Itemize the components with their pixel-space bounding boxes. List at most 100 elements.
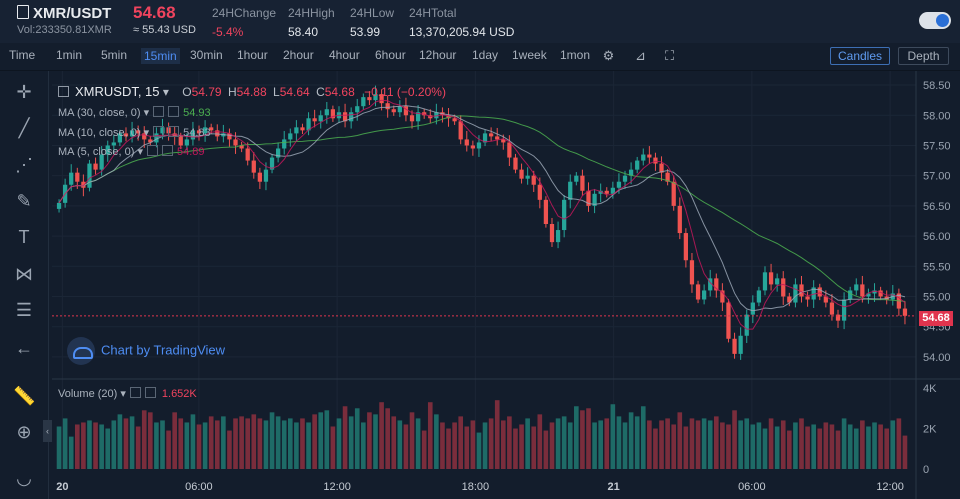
- volume-tick: 0: [923, 464, 929, 476]
- volume-bar: [805, 426, 810, 469]
- pattern-icon[interactable]: ⋈: [15, 264, 33, 284]
- volume-bar: [713, 416, 719, 469]
- volume-bar: [689, 418, 695, 469]
- candle-body: [841, 299, 847, 321]
- interval-2hour[interactable]: 2hour: [283, 48, 314, 62]
- price-tick: 54.00: [923, 352, 951, 364]
- magnet-icon[interactable]: ◡: [16, 468, 32, 488]
- volume-bar: [860, 420, 865, 469]
- candle-body: [787, 296, 792, 303]
- zoom-icon[interactable]: ⊕: [16, 422, 32, 442]
- candle-body: [196, 130, 202, 134]
- ma5-legend[interactable]: MA (5, close, 0) ▾ 54.89: [58, 145, 205, 158]
- interval-12hour[interactable]: 12hour: [419, 48, 457, 62]
- candle-body: [349, 112, 354, 122]
- interval-6hour[interactable]: 6hour: [375, 48, 406, 62]
- candle-body: [379, 94, 384, 104]
- volume-bar: [744, 418, 750, 469]
- candle-body: [154, 133, 159, 143]
- settings-icon[interactable]: ⚙: [602, 48, 615, 63]
- interval-30min[interactable]: 30min: [190, 48, 223, 62]
- candle-body: [793, 284, 798, 303]
- brush-icon[interactable]: ✎: [16, 191, 32, 211]
- candle-body: [902, 308, 908, 316]
- indicator-icon[interactable]: ⊿: [635, 48, 646, 63]
- price-tick: 56.00: [923, 231, 951, 243]
- volume-bar: [567, 422, 573, 469]
- volume-bar: [294, 422, 299, 469]
- fullscreen-icon[interactable]: ⛶: [664, 48, 675, 63]
- interval-1day[interactable]: 1day: [472, 48, 499, 62]
- candle-body: [738, 335, 743, 354]
- volume-bar: [196, 424, 202, 469]
- legend-menu-icon[interactable]: [58, 86, 69, 97]
- stat-key: 24HChange: [212, 6, 277, 20]
- volume-bar: [385, 408, 390, 469]
- candle-body: [635, 160, 640, 170]
- volume-bar: [166, 430, 171, 469]
- eye-icon[interactable]: [153, 126, 165, 137]
- ma-line: [58, 99, 906, 330]
- high-label: H: [227, 85, 237, 99]
- candle-body: [525, 175, 530, 179]
- high-value: 54.88: [236, 85, 267, 99]
- interval-1hour[interactable]: 1hour: [237, 48, 268, 62]
- ruler-icon[interactable]: 📏: [13, 386, 36, 406]
- candle-body: [129, 130, 135, 137]
- candles-button[interactable]: Candles: [830, 47, 890, 65]
- document-icon: [17, 5, 29, 19]
- interval-1mon[interactable]: 1mon: [560, 48, 591, 62]
- fib-icon[interactable]: ☰: [15, 300, 33, 320]
- volume-bar: [257, 418, 263, 469]
- candle-body: [446, 115, 451, 119]
- candle-body: [574, 175, 579, 182]
- depth-button[interactable]: Depth: [898, 47, 949, 65]
- settings-icon[interactable]: [168, 106, 180, 117]
- interval-1min[interactable]: 1min: [56, 48, 83, 62]
- trend-line-icon[interactable]: ╱: [18, 118, 30, 138]
- dropdown-icon[interactable]: ▾: [159, 85, 169, 99]
- ma10-legend[interactable]: MA (10, close, 0) ▾ 54.83: [58, 126, 211, 139]
- stat-total: 24HTotal 13,370,205.94 USD: [409, 6, 514, 39]
- volume-bar: [318, 412, 324, 469]
- settings-icon[interactable]: [168, 126, 180, 137]
- chart-legend: XMRUSDT, 15 ▾ O54.79 H54.88 L54.64 C54.6…: [58, 84, 446, 99]
- pitchfork-icon[interactable]: ⋰: [15, 155, 33, 175]
- candle-body: [355, 106, 360, 113]
- collapse-toolbar-button[interactable]: ‹: [43, 420, 52, 442]
- symbol-label[interactable]: XMRUSDT, 15: [75, 84, 160, 99]
- candle-body: [537, 184, 542, 200]
- candle-body: [245, 148, 250, 161]
- interval-5min[interactable]: 5min: [101, 48, 128, 62]
- theme-toggle[interactable]: [919, 12, 951, 29]
- tradingview-brand[interactable]: Chart by TradingView: [67, 337, 225, 365]
- candle-body: [598, 190, 603, 194]
- interval-4hour[interactable]: 4hour: [329, 48, 360, 62]
- crosshair-icon[interactable]: ✛: [16, 82, 32, 102]
- candles: [56, 85, 908, 360]
- back-arrow-icon[interactable]: ←: [15, 338, 33, 358]
- close-icon[interactable]: [144, 387, 156, 398]
- interval-15min[interactable]: 15min: [141, 48, 180, 64]
- eye-icon[interactable]: [147, 145, 158, 156]
- volume-bar: [251, 414, 257, 469]
- eye-icon[interactable]: [153, 106, 165, 117]
- candle-body: [202, 127, 208, 134]
- volume-legend[interactable]: Volume (20) ▾ 1.652K: [58, 387, 197, 400]
- price-chart[interactable]: 58.50 58.00 57.50 57.00 56.50 56.00 55.50 55.00…: [52, 71, 960, 499]
- ma30-legend[interactable]: MA (30, close, 0) ▾ 54.93: [58, 106, 211, 119]
- volume-bar: [129, 416, 135, 469]
- candle-body: [81, 181, 86, 188]
- candle-body: [93, 163, 98, 170]
- time-label: Time: [9, 48, 36, 62]
- eye-icon[interactable]: [129, 387, 141, 398]
- volume-bar: [768, 418, 774, 469]
- settings-icon[interactable]: [162, 145, 173, 156]
- text-tool-icon[interactable]: T: [18, 227, 30, 247]
- volume-bar: [622, 422, 628, 469]
- volume-bar: [482, 422, 488, 469]
- candle-body: [239, 145, 244, 149]
- volume-bar: [531, 426, 537, 469]
- volume-axis: 4K 2K 0: [923, 383, 937, 476]
- interval-1week[interactable]: 1week: [512, 48, 547, 62]
